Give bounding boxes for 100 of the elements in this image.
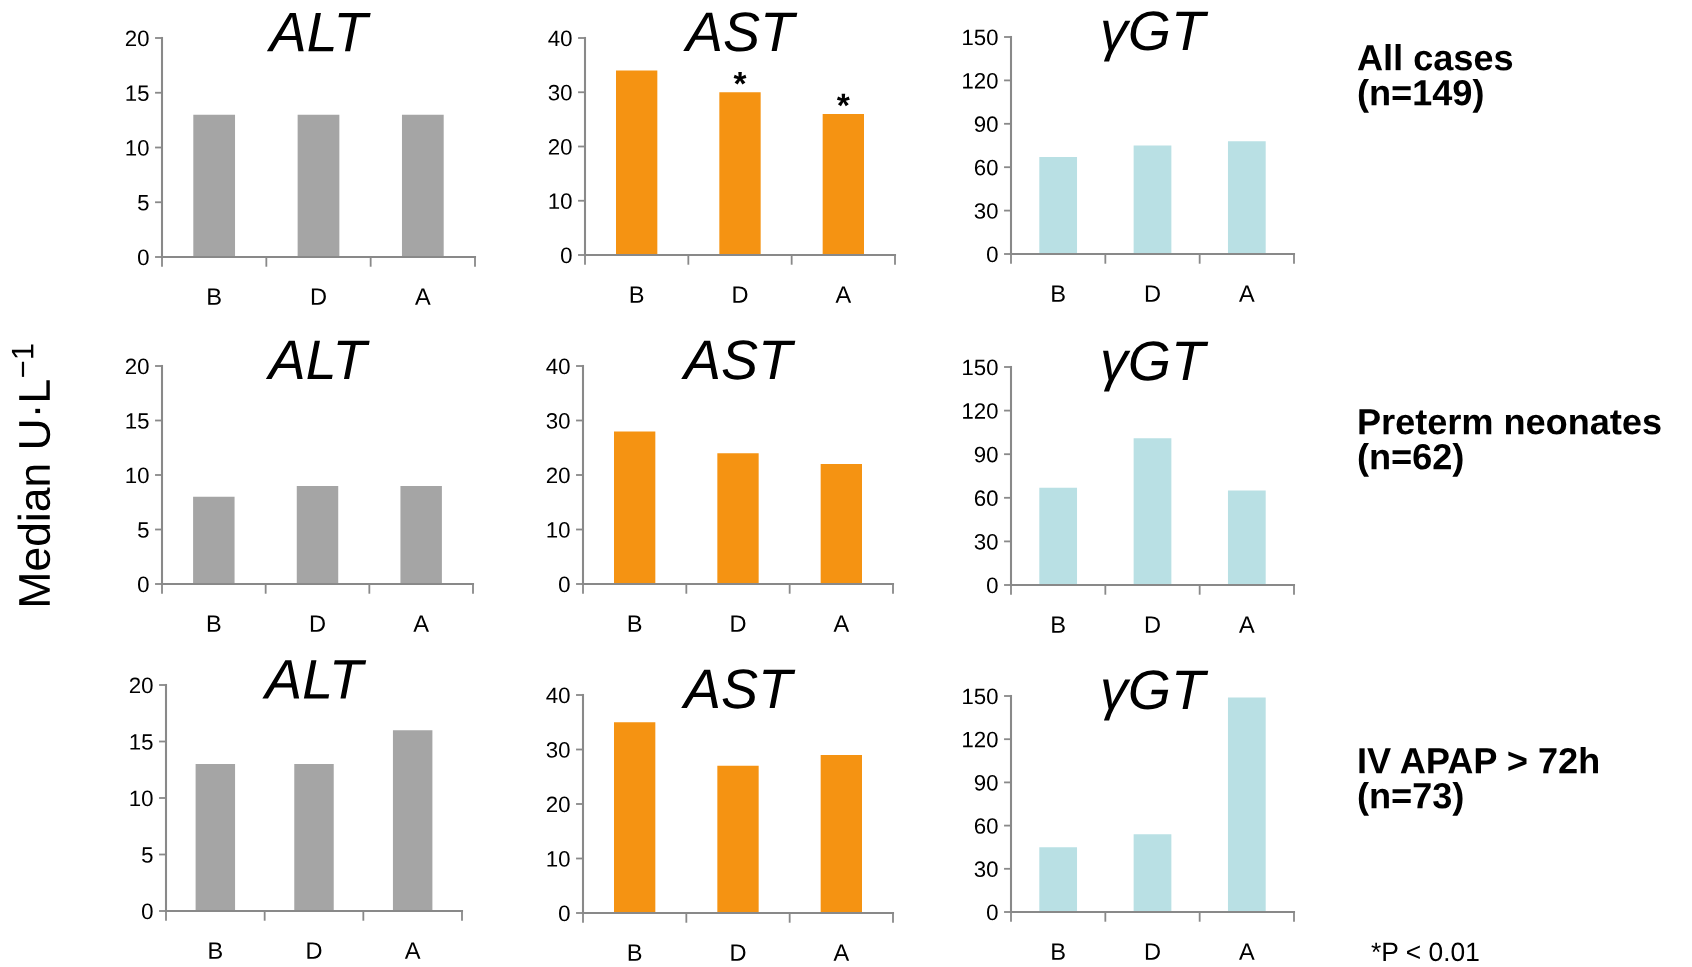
x-tick-label: B	[208, 288, 221, 305]
text: *P < 0.01	[1371, 942, 1479, 962]
chart-title: ALT	[266, 12, 371, 52]
y-tick-label: 20	[125, 358, 149, 375]
bar	[822, 113, 864, 255]
y-tick-label: 20	[546, 467, 570, 484]
x-tick-label: A	[1239, 943, 1255, 960]
bar	[1039, 847, 1078, 912]
y-tick-label: 0	[561, 247, 572, 264]
y-tick-label: 30	[548, 84, 572, 101]
y-tick-label: 120	[963, 403, 998, 419]
y-tick-label: 90	[974, 116, 998, 133]
bar	[717, 765, 759, 913]
y-tick-label: 0	[138, 249, 149, 266]
x-tick-label: A	[833, 615, 850, 632]
y-tick-label: 10	[549, 193, 572, 210]
bar	[820, 464, 862, 584]
bar	[1227, 141, 1266, 254]
y-tick-label: 30	[546, 413, 570, 429]
y-tick-label: 10	[130, 790, 153, 807]
bar	[1039, 487, 1078, 585]
y-tick-label: 20	[546, 796, 570, 813]
bar	[717, 453, 759, 584]
y-tick-label: 60	[974, 159, 998, 176]
text: Preterm neonates (n=62)	[1358, 409, 1661, 477]
y-tick-label: 0	[987, 904, 998, 921]
y-tick-label: 0	[987, 246, 998, 263]
y-tick-label: 0	[138, 576, 149, 593]
y-tick-label: 150	[963, 29, 998, 46]
y-tick-label: 15	[130, 734, 153, 750]
chart-title: γGT	[1103, 670, 1209, 721]
bar	[614, 722, 656, 913]
x-tick-label: A	[413, 615, 429, 632]
x-tick-label: D	[1145, 943, 1160, 960]
x-tick-label: D	[733, 286, 748, 303]
y-tick-label: 40	[548, 30, 572, 47]
y-tick-label: 10	[547, 851, 570, 867]
chart-title: AST	[681, 340, 796, 380]
x-tick-label: B	[1052, 285, 1065, 302]
bar	[1227, 490, 1266, 585]
y-tick-label: 60	[974, 818, 998, 834]
y-tick-label: 40	[546, 687, 570, 704]
y-tick-label: 60	[974, 490, 998, 507]
chart-title: γGT	[1103, 11, 1209, 62]
y-tick-label: 20	[548, 139, 572, 155]
x-tick-label: D	[311, 288, 326, 305]
bar	[1227, 697, 1266, 912]
x-tick-label: D	[307, 942, 322, 959]
annotation: *	[733, 72, 747, 85]
x-tick-label: B	[628, 615, 642, 632]
chart-title: ALT	[265, 340, 370, 380]
bar	[1133, 834, 1172, 912]
y-tick-label: 0	[559, 576, 570, 593]
y-tick-label: 15	[126, 85, 149, 102]
y-tick-label: 5	[138, 195, 149, 211]
y-tick-label: 150	[963, 688, 998, 705]
y-tick-label: 120	[963, 731, 998, 748]
y-tick-label: 0	[559, 905, 570, 922]
x-tick-label: B	[630, 286, 644, 303]
y-tick-label: 10	[547, 522, 570, 538]
bar	[1133, 438, 1172, 585]
y-tick-label: 90	[974, 446, 998, 463]
chart-title: γGT	[1103, 341, 1209, 392]
y-tick-label: 20	[129, 677, 153, 694]
x-tick-label: B	[1052, 943, 1065, 960]
y-tick-label: 10	[126, 467, 149, 484]
bar	[719, 92, 761, 255]
x-tick-label: D	[731, 615, 746, 632]
annotation: *	[836, 93, 850, 107]
y-tick-label: 30	[974, 861, 998, 878]
x-tick-label: D	[1145, 616, 1160, 633]
x-tick-label: A	[1239, 616, 1255, 633]
x-tick-label: D	[1145, 285, 1160, 302]
x-tick-label: D	[310, 615, 325, 632]
chart-title: ALT	[262, 660, 367, 699]
bar	[1133, 145, 1172, 254]
x-tick-label: D	[731, 944, 746, 961]
bar	[616, 70, 658, 255]
x-tick-label: A	[415, 288, 431, 305]
chart-title: AST	[683, 12, 798, 52]
y-tick-label: 15	[126, 413, 149, 429]
x-tick-label: A	[1239, 285, 1255, 302]
x-tick-label: A	[404, 942, 421, 959]
y-tick-label: 30	[546, 742, 570, 758]
y-tick-label: 150	[963, 359, 998, 376]
x-tick-label: A	[833, 944, 850, 961]
y-tick-label: 0	[142, 903, 153, 920]
y-tick-label: 10	[126, 140, 149, 156]
x-tick-label: B	[628, 944, 642, 961]
y-tick-label: 20	[125, 30, 149, 47]
y-axis-title: Median U·L$^{−1}$	[11, 344, 51, 605]
y-tick-label: 40	[546, 358, 570, 375]
chart-title: AST	[681, 669, 796, 709]
x-tick-label: B	[1052, 616, 1065, 633]
y-tick-label: 5	[138, 522, 149, 538]
bar	[614, 431, 656, 584]
y-tick-label: 30	[974, 203, 998, 219]
y-tick-label: 30	[974, 533, 998, 550]
y-tick-label: 120	[963, 72, 998, 89]
bar	[820, 754, 862, 913]
